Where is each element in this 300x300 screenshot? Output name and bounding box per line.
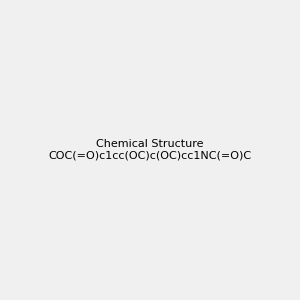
Text: Chemical Structure
COC(=O)c1cc(OC)c(OC)cc1NC(=O)C: Chemical Structure COC(=O)c1cc(OC)c(OC)c… (48, 139, 252, 161)
